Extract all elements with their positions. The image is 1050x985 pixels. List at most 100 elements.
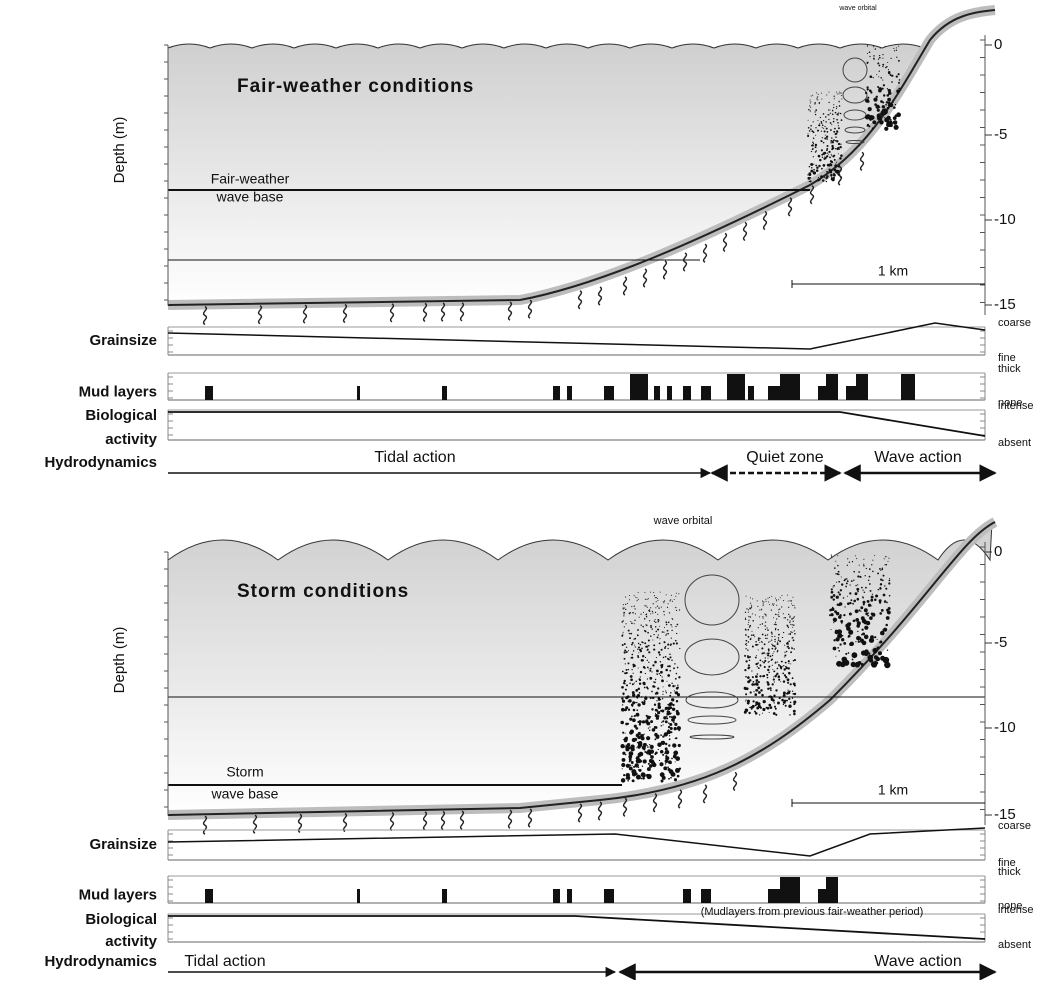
sediment-grain [654,595,655,596]
sediment-grain [648,727,649,728]
sediment-grain [823,164,826,167]
burrow [624,277,627,295]
sediment-grain [633,639,634,640]
sediment-grain [772,669,773,670]
sediment-grain [831,145,833,147]
sediment-grain [643,612,644,613]
sediment-grain [788,627,789,628]
water-body [168,522,992,815]
sediment-grain [622,700,625,703]
sediment-grain [645,699,646,700]
sediment-grain [845,653,847,655]
sediment-grain [641,701,643,703]
burrow [861,152,864,170]
sediment-grain [623,774,625,776]
sediment-grain [888,607,891,610]
sediment-grain [760,689,762,691]
sediment-grain [659,673,660,674]
mud-layer [553,386,560,400]
sediment-grain [644,642,646,644]
sediment-grain [879,71,880,72]
sediment-grain [667,768,670,771]
sediment-grain [756,655,757,656]
sediment-grain [827,153,828,154]
sediment-grain [644,687,646,689]
burrow [579,291,582,309]
sediment-grain [880,587,881,588]
sediment-grain [893,120,898,125]
sediment-grain [631,657,633,659]
sediment-grain [879,612,882,615]
sediment-grain [666,622,668,624]
sediment-grain [874,598,877,601]
sediment-grain [654,621,655,622]
sediment-grain [626,777,629,780]
sediment-grain [670,692,672,694]
sediment-grain [755,675,758,678]
sediment-grain [674,778,677,781]
sediment-grain [645,614,647,616]
sediment-grain [662,720,664,722]
sediment-grain [816,166,818,168]
sediment-grain [630,678,633,681]
sediment-grain [793,683,796,686]
burrow [724,233,727,251]
sediment-grain [625,604,626,605]
sediment-grain [653,634,654,635]
sediment-grain [647,650,648,651]
sediment-grain [634,620,635,621]
sediment-grain [676,593,677,594]
sediment-grain [794,616,795,617]
sediment-grain [837,565,839,567]
sediment-grain [760,664,762,666]
sediment-grain [653,649,655,651]
sediment-grain [832,114,834,116]
sediment-grain [836,106,837,107]
sediment-grain [824,157,826,159]
sediment-grain [638,753,641,756]
sediment-grain [631,606,632,607]
sediment-grain [663,602,664,603]
sediment-grain [825,116,827,118]
sediment-grain [652,611,653,612]
sediment-grain [769,597,770,598]
sediment-grain [840,154,843,157]
sediment-grain [833,619,835,621]
sediment-grain [790,651,792,653]
sediment-grain [790,663,791,664]
sediment-grain [845,586,847,588]
sediment-grain [837,131,839,133]
sediment-grain [748,616,749,617]
sediment-grain [793,660,794,661]
sediment-grain [773,671,775,673]
sediment-grain [849,643,852,646]
sediment-grain [869,583,871,585]
sediment-grain [833,104,834,105]
sediment-grain [815,127,816,128]
sediment-grain [641,647,643,649]
sediment-grain [815,165,817,167]
sediment-grain [638,652,639,653]
sediment-grain [625,747,629,751]
sediment-grain [667,730,671,734]
sediment-grain [893,102,894,103]
sediment-grain [664,600,665,601]
sediment-grain [777,668,779,670]
sediment-grain [777,662,778,663]
sediment-grain [839,157,842,160]
sediment-grain [838,127,840,129]
sediment-grain [853,571,855,573]
sediment-grain [817,130,819,132]
sediment-grain [747,700,750,703]
sediment-grain [893,106,896,109]
sediment-grain [664,614,665,615]
sediment-grain [745,676,747,678]
sediment-grain [838,591,840,593]
sediment-grain [817,120,818,121]
sediment-grain [663,724,664,725]
sediment-grain [879,642,880,643]
panel-title: Storm conditions [237,581,409,602]
sediment-grain [877,62,879,64]
mud-layer [205,386,213,400]
sediment-grain [769,661,770,662]
